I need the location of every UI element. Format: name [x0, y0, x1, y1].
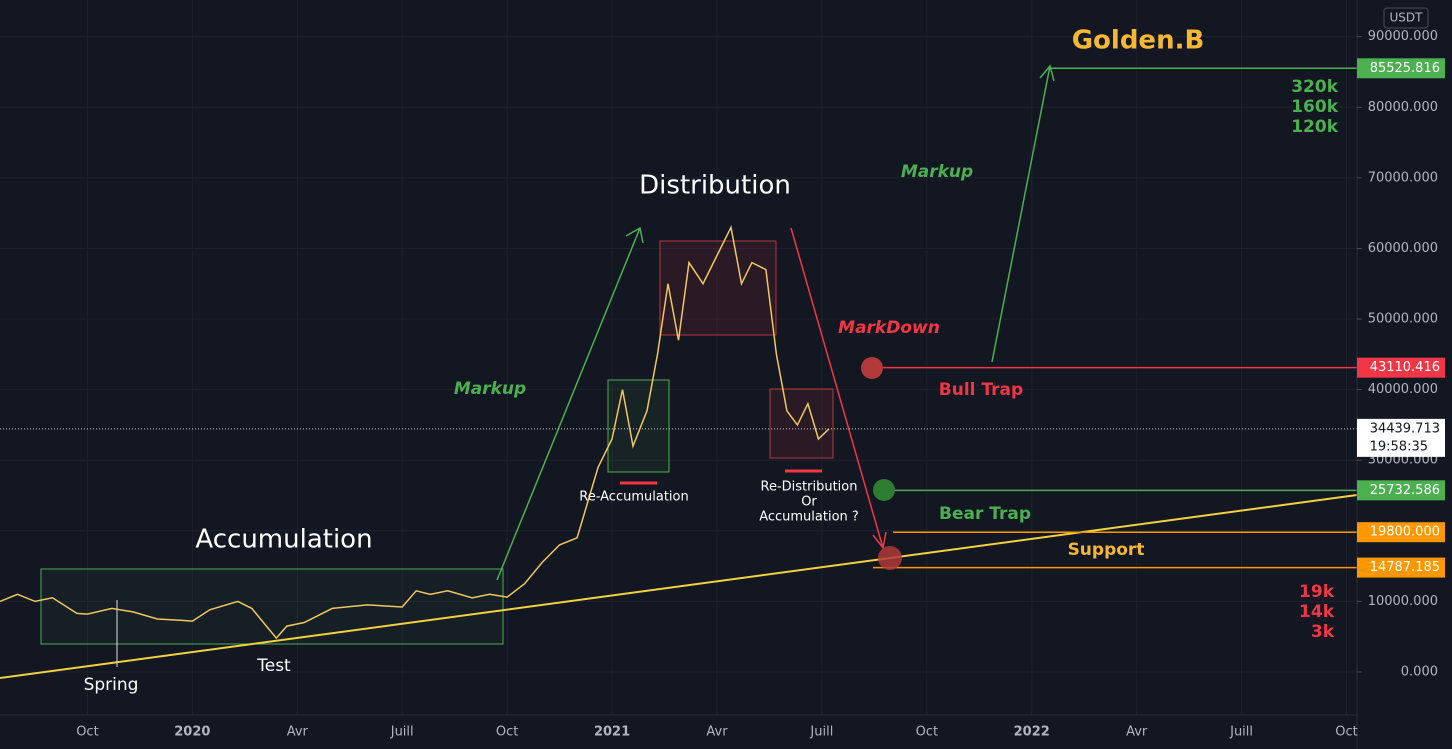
re-accumulation-box: [607, 379, 670, 473]
x-tick-label: Avr: [1126, 725, 1148, 740]
target: 120k: [1291, 117, 1338, 137]
target: 320k: [1291, 77, 1338, 97]
y-tick-label: 40000.000: [1368, 382, 1438, 397]
level-label: 43110.416: [1370, 360, 1440, 375]
level-box: [1357, 557, 1445, 578]
x-tick-label: Juill: [1229, 725, 1253, 740]
annotation: Bear Trap: [939, 504, 1031, 524]
level-box: [1357, 522, 1445, 543]
currency: USDT: [1390, 11, 1424, 25]
annotation: Distribution: [639, 171, 791, 201]
grid: [0, 0, 1357, 715]
x-tick-label: 2020: [174, 725, 210, 740]
x-tick-label: Oct: [496, 725, 518, 740]
annotation: Spring: [84, 675, 139, 695]
target: 14k: [1299, 602, 1335, 622]
annotation: Support: [1068, 540, 1145, 560]
chart-title: Golden.B: [1072, 26, 1205, 56]
target: 160k: [1291, 97, 1338, 117]
x-tick-label: Juill: [809, 725, 833, 740]
level-box: [1357, 58, 1445, 79]
level-label: 25732.586: [1370, 483, 1440, 498]
last-price-label: 34439.713: [1370, 421, 1440, 436]
support-dot: [878, 546, 902, 570]
level-label: 85525.816: [1370, 61, 1440, 76]
level-label: 19800.000: [1370, 525, 1440, 540]
y-tick-label: 80000.000: [1368, 100, 1438, 115]
y-tick-label: 10000.000: [1368, 594, 1438, 609]
annotation: Re-Distribution: [761, 480, 858, 495]
x-tick-label: Oct: [1335, 725, 1357, 740]
annotation: Re-Accumulation: [579, 490, 688, 505]
re-distribution-box: [769, 388, 834, 459]
level-label: 14787.185: [1370, 560, 1440, 575]
level-box: [1357, 357, 1445, 378]
y-tick-label: 50000.000: [1368, 312, 1438, 327]
annotation: Accumulation ?: [759, 510, 859, 525]
annotation: Or: [801, 495, 817, 510]
distribution-box: [659, 240, 777, 336]
bear-trap-dot: [873, 479, 895, 501]
target: 3k: [1311, 622, 1335, 642]
x-tick-label: 2022: [1014, 725, 1050, 740]
accumulation-box: [40, 568, 504, 645]
annotation: Accumulation: [195, 525, 372, 555]
x-tick-label: Avr: [706, 725, 728, 740]
x-tick-label: 2021: [594, 725, 630, 740]
x-tick-label: Juill: [390, 725, 414, 740]
underline: [620, 469, 822, 485]
annotation: Markup: [901, 162, 973, 182]
level-box: [1357, 480, 1445, 501]
y-tick-label: 0.000: [1401, 664, 1438, 679]
levels: [0, 67, 1357, 569]
arrows: [496, 64, 1055, 581]
markdown-arrow: [790, 227, 887, 550]
target: 19k: [1299, 582, 1335, 602]
price-line: [0, 224, 830, 640]
y-tick-label: 70000.000: [1368, 170, 1438, 185]
annotation: Markup: [454, 379, 526, 399]
annotation: Bull Trap: [939, 380, 1023, 400]
y-tick-label: 60000.000: [1368, 241, 1438, 256]
x-tick-label: Oct: [916, 725, 938, 740]
markup-arrow: [991, 64, 1055, 363]
annotation: MarkDown: [838, 318, 940, 338]
currency-box: [1383, 7, 1429, 29]
bull-trap-dot: [861, 357, 883, 379]
last-price-box: [1357, 418, 1445, 457]
trend-line: [0, 494, 1358, 679]
axes: 0.00010000.00020000.00030000.00040000.00…: [76, 29, 1445, 740]
countdown: 19:58:35: [1370, 439, 1428, 454]
x-tick-label: Avr: [287, 725, 309, 740]
x-tick-label: Oct: [76, 725, 98, 740]
y-tick-label: 90000.000: [1368, 29, 1438, 44]
price-layer: [0, 224, 830, 640]
targets: 320k 160k 120k 19k 14k 3k: [1291, 77, 1338, 642]
annotation: Test: [256, 656, 291, 676]
markup-arrow: [496, 226, 644, 581]
